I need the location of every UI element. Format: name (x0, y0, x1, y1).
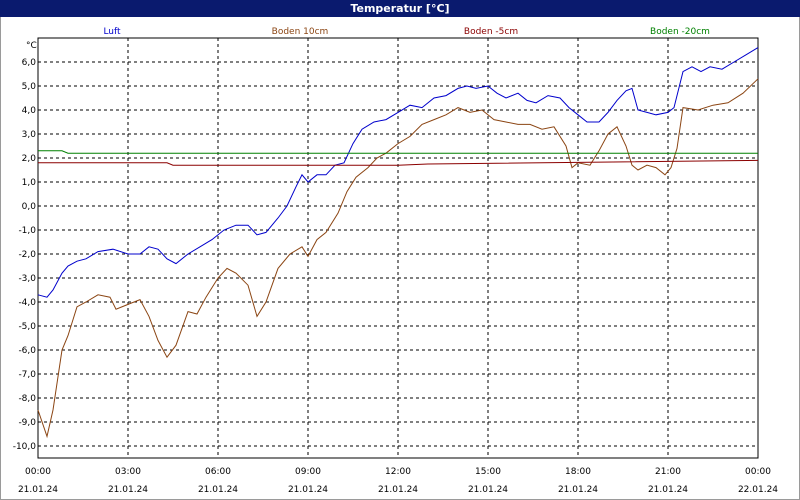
x-tick-time: 00:00 (25, 467, 51, 477)
y-tick-label: 1,0 (22, 178, 37, 188)
x-tick-date: 21.01.24 (288, 485, 328, 495)
x-tick-date: 21.01.24 (648, 485, 688, 495)
x-tick-time: 03:00 (115, 467, 141, 477)
y-tick-label: -7,0 (18, 370, 36, 380)
x-tick-time: 09:00 (295, 467, 321, 477)
series-line-3 (38, 150, 758, 154)
legend-item: Luft (103, 27, 121, 37)
y-axis-unit: °C (26, 41, 37, 51)
y-tick-label: -6,0 (18, 346, 36, 356)
y-tick-label: -2,0 (18, 250, 36, 260)
x-tick-date: 21.01.24 (468, 485, 508, 495)
y-tick-label: 2,0 (22, 154, 37, 164)
legend-item: Boden 10cm (272, 27, 329, 37)
x-tick-date: 21.01.24 (18, 485, 58, 495)
axis-labels: 6,0 5,0 4,0 3,0 2,0 1,0 0,0 -1,0 -2,0 -3,0 -4,0 -5,… (13, 58, 779, 495)
y-tick-label: -3,0 (18, 274, 36, 284)
series-line-1 (37, 78, 759, 439)
x-tick-date: 22.01.24 (738, 485, 778, 495)
y-tick-label: -9,0 (18, 418, 36, 428)
series-line-0 (37, 47, 759, 298)
x-tick-date: 21.01.24 (378, 485, 418, 495)
x-tick-time: 12:00 (385, 467, 411, 477)
y-tick-label: -1,0 (18, 226, 36, 236)
y-tick-label: -5,0 (18, 322, 36, 332)
y-tick-label: -8,0 (18, 394, 36, 404)
y-tick-label: 0,0 (22, 202, 37, 212)
y-tick-label: -4,0 (18, 298, 36, 308)
y-tick-label: 5,0 (22, 82, 37, 92)
series-lines (37, 47, 759, 439)
y-tick-label: -10,0 (13, 442, 37, 452)
x-tick-time: 00:00 (745, 467, 771, 477)
legend-item: Boden -5cm (464, 27, 518, 37)
legend-item: Boden -20cm (650, 27, 710, 37)
y-tick-label: 4,0 (22, 106, 37, 116)
chart-title: Temperatur [°C] (0, 0, 800, 17)
x-tick-time: 15:00 (475, 467, 501, 477)
x-tick-date: 21.01.24 (108, 485, 148, 495)
series-line-2 (38, 159, 759, 166)
x-tick-time: 21:00 (655, 467, 681, 477)
y-tick-label: 6,0 (22, 58, 37, 68)
x-tick-time: 06:00 (205, 467, 231, 477)
grid-lines (38, 38, 758, 458)
legend: Luft Boden 10cm Boden -5cm Boden -20cm (103, 27, 710, 37)
y-tick-label: 3,0 (22, 130, 37, 140)
x-tick-time: 18:00 (565, 467, 591, 477)
x-tick-date: 21.01.24 (198, 485, 238, 495)
x-tick-date: 21.01.24 (558, 485, 598, 495)
